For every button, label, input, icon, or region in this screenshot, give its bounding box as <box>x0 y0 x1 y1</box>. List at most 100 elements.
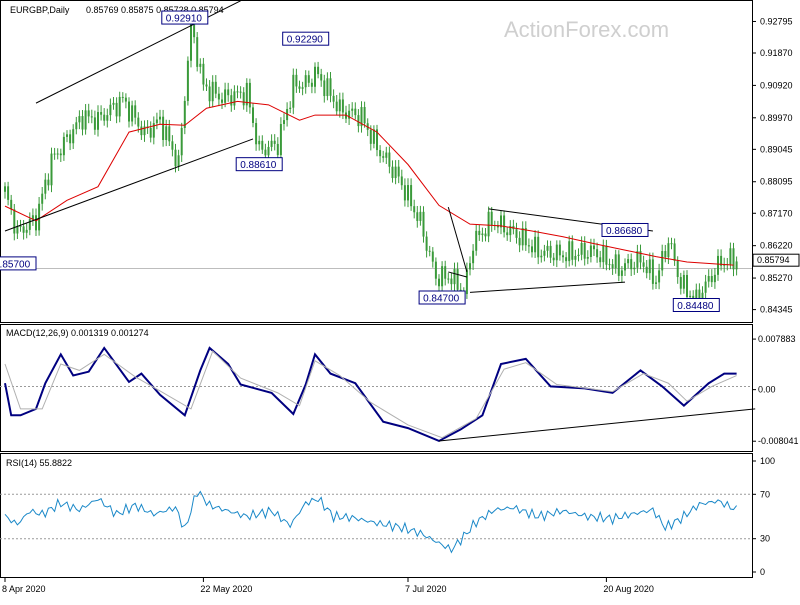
moving-average-line <box>4 100 734 266</box>
candle-body <box>155 119 158 124</box>
x-tick-label: 20 Aug 2020 <box>603 584 654 594</box>
candle-body <box>633 267 636 270</box>
price-tick-label: 0.89970 <box>760 113 793 123</box>
price-tick-label: 0.91870 <box>760 48 793 58</box>
candle-body <box>329 78 332 96</box>
candle-body <box>577 254 580 256</box>
candle-body <box>62 136 65 156</box>
candle-body <box>72 129 75 144</box>
price-annotation-box <box>282 31 330 46</box>
candle-body <box>583 242 586 259</box>
candle-body <box>307 75 310 83</box>
candle-body <box>391 166 394 179</box>
candle-body <box>642 262 645 267</box>
candle-body <box>704 281 707 293</box>
candle-body <box>385 152 388 158</box>
candle-body <box>540 255 543 258</box>
price-tick-label: 0.86220 <box>760 241 793 251</box>
candle-body <box>103 114 106 121</box>
candle-body <box>202 63 205 85</box>
candle-body <box>568 241 571 262</box>
candle-body <box>388 152 391 167</box>
candle-body <box>196 37 199 67</box>
candle-body <box>465 269 468 295</box>
candle-body <box>47 179 50 186</box>
candle-body <box>276 143 279 156</box>
candle-body <box>264 149 267 156</box>
price-annotation-box <box>418 290 466 305</box>
candle-body <box>273 140 276 144</box>
candle-body <box>363 107 366 124</box>
price-tick-label: 0.85270 <box>760 273 793 283</box>
candle-body <box>149 127 152 138</box>
candle-body <box>605 245 608 265</box>
candle-body <box>227 89 230 96</box>
rsi-tick-label: 30 <box>760 534 770 544</box>
candle-body <box>208 86 211 102</box>
chart-ohlc: 0.85769 0.85875 0.85728 0.85794 <box>86 5 224 15</box>
x-tick-label: 7 Jul 2020 <box>405 584 447 594</box>
candle-body <box>137 117 140 127</box>
candle-body <box>707 276 710 282</box>
price-trendline <box>4 138 254 232</box>
moving-average-group <box>4 100 734 266</box>
macd-lines <box>4 346 737 443</box>
candle-body <box>527 245 530 247</box>
candle-body <box>608 264 611 266</box>
candle-body <box>41 193 44 204</box>
candle-body <box>453 268 456 285</box>
candle-body <box>351 108 354 111</box>
price-trendline <box>469 281 626 293</box>
candle-body <box>242 92 245 106</box>
candle-body <box>16 225 19 234</box>
candle-body <box>183 100 186 128</box>
macd-tick-label: -0.008041 <box>758 436 799 446</box>
candle-body <box>431 251 434 262</box>
candle-body <box>586 257 589 259</box>
x-axis: 8 Apr 2020 22 May 2020 7 Jul 2020 20 Aug 20… <box>2 578 654 594</box>
candle-body <box>599 257 602 263</box>
candle-body <box>283 120 285 125</box>
candle-body <box>10 199 13 210</box>
candle-body <box>252 107 254 123</box>
candle-body <box>472 250 475 264</box>
candle-body <box>450 278 453 285</box>
candle-body <box>571 241 574 260</box>
candle-body <box>245 82 248 106</box>
candle-body <box>686 274 688 298</box>
candle-body <box>645 266 648 274</box>
price-tick-label: 0.88095 <box>760 177 793 187</box>
rsi-tick-label: 100 <box>760 456 775 466</box>
candle-body <box>217 93 220 100</box>
candle-body <box>159 116 161 120</box>
price-annotation-box <box>235 157 283 172</box>
candle-body <box>692 295 695 300</box>
candle-body <box>152 123 155 138</box>
candle-body <box>131 105 134 122</box>
price-annotation-label: 0.84700 <box>423 293 460 304</box>
candle-body <box>115 102 118 117</box>
candle-body <box>261 140 264 150</box>
candle-body <box>531 246 533 253</box>
candle-body <box>239 91 242 93</box>
candle-body <box>320 74 323 81</box>
macd-trendline <box>438 408 756 442</box>
candle-body <box>236 91 239 93</box>
candle-body <box>360 107 363 127</box>
candle-body <box>335 101 338 112</box>
candle-body <box>100 112 103 115</box>
candle-body <box>372 129 375 144</box>
candle-body <box>422 211 425 237</box>
candle-body <box>617 254 620 276</box>
candle-body <box>593 245 595 250</box>
candle-body <box>630 259 633 270</box>
candle-body <box>382 156 385 158</box>
candle-body <box>298 86 301 89</box>
candle-body <box>317 66 320 75</box>
price-annotation-box <box>672 297 720 312</box>
macd-panel-frame <box>0 324 753 452</box>
price-axis: 0.92795 0.91870 0.90920 0.89970 0.89045 0.880… <box>752 16 800 315</box>
candle-body <box>221 99 223 103</box>
candle-body <box>258 140 261 145</box>
candle-body <box>180 127 183 156</box>
